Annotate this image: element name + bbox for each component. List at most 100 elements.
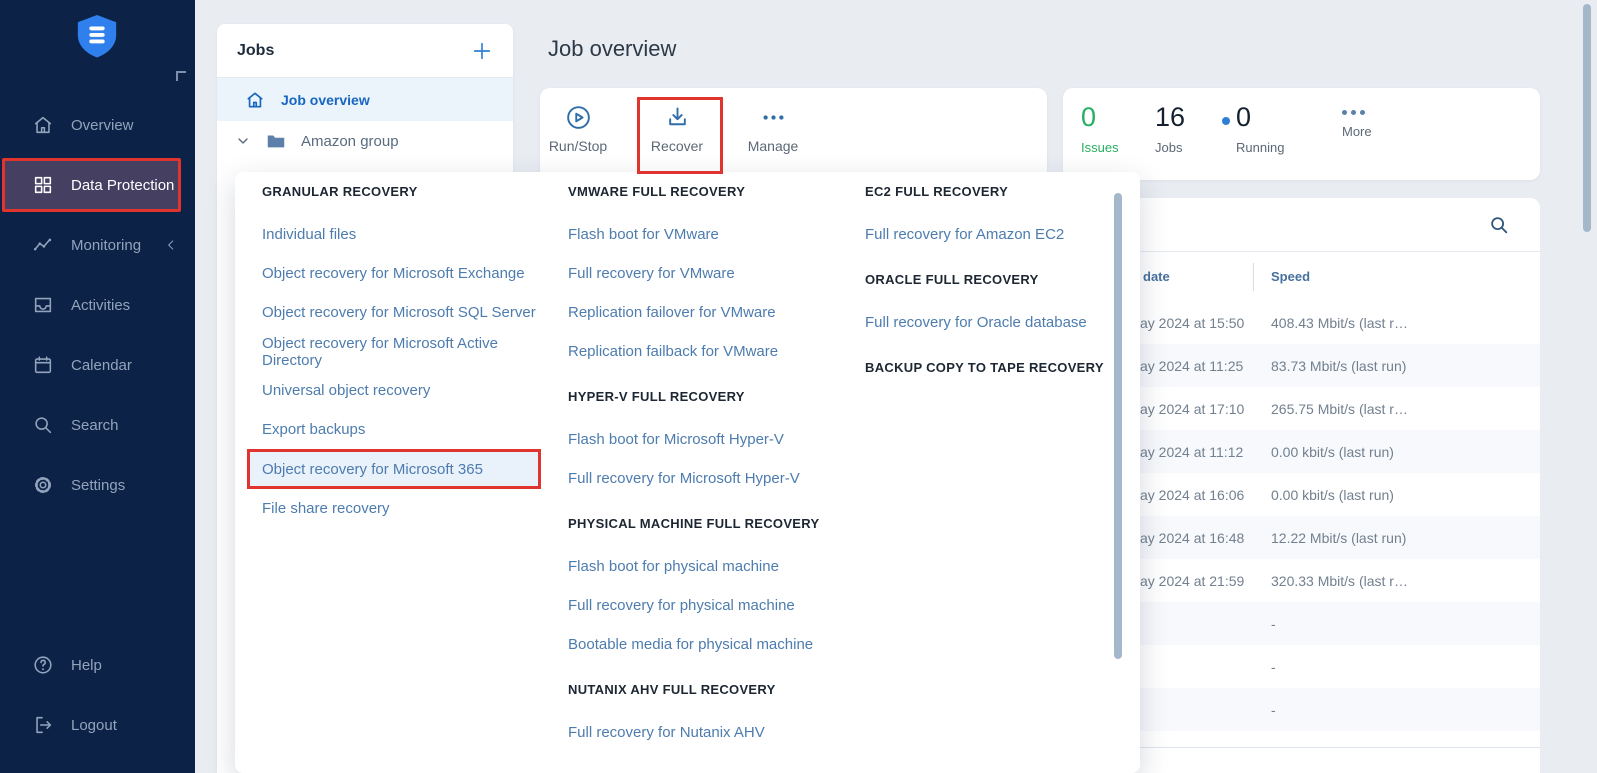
settings-icon (32, 474, 54, 496)
column-header-date[interactable]: date (1143, 269, 1170, 284)
jobs-item-job-overview[interactable]: Job overview (217, 78, 513, 121)
download-icon (664, 104, 691, 131)
collapse-handle-icon[interactable] (176, 71, 186, 81)
recover-menu-column-1: GRANULAR RECOVERY Individual files Object … (247, 172, 562, 528)
sidebar-item-label: Logout (71, 716, 117, 734)
ellipsis-icon (760, 104, 787, 131)
sidebar-item-logout[interactable]: Logout (0, 695, 195, 755)
sidebar-item-search[interactable]: Search (0, 395, 195, 455)
run-stop-button[interactable]: Run/Stop (540, 104, 616, 154)
menu-item-full-recovery-for-microsoft-hyper-v[interactable]: Full recovery for Microsoft Hyper-V (568, 470, 800, 487)
menu-item-full-recovery-for-amazon-ec2[interactable]: Full recovery for Amazon EC2 (865, 226, 1065, 243)
jobs-label: Jobs (1155, 140, 1183, 155)
logout-icon (32, 714, 54, 736)
cell-date: ay 2024 at 15:50 (1140, 314, 1245, 331)
house-icon (245, 90, 265, 110)
recover-menu-column-3: EC2 FULL RECOVERY Full recovery for Amazo… (865, 172, 1125, 391)
ellipsis-icon (1342, 110, 1365, 115)
cell-speed: 265.75 Mbit/s (last r… (1271, 400, 1408, 417)
table-row[interactable]: ay 2024 at 17:10 265.75 Mbit/s (last r… (1063, 387, 1540, 430)
sidebar-item-overview[interactable]: Overview (0, 95, 195, 155)
cell-speed: 320.33 Mbit/s (last r… (1271, 572, 1408, 589)
table-search-bar (1063, 198, 1540, 252)
recover-button[interactable]: Recover (639, 104, 715, 154)
stat-jobs[interactable]: 16 Jobs (1155, 102, 1185, 155)
play-circle-icon (565, 104, 592, 131)
table-row[interactable]: - (1063, 602, 1540, 645)
menu-item-bootable-media-for-physical-machine[interactable]: Bootable media for physical machine (568, 636, 814, 653)
jobs-item-amazon-group[interactable]: Amazon group (217, 121, 513, 161)
menu-item-individual-files[interactable]: Individual files (262, 226, 357, 243)
sidebar-item-monitoring[interactable]: Monitoring (0, 215, 195, 275)
sidebar-item-data-protection[interactable]: Data Protection (2, 158, 181, 212)
table-row[interactable]: ay 2024 at 11:25 83.73 Mbit/s (last run) (1063, 344, 1540, 387)
page-scrollbar[interactable] (1583, 4, 1591, 232)
sidebar-item-settings[interactable]: Settings (0, 455, 195, 515)
menu-item-full-recovery-for-nutanix-ahv[interactable]: Full recovery for Nutanix AHV (568, 724, 765, 741)
menu-item-object-recovery-for-microsoft-sql-server[interactable]: Object recovery for Microsoft SQL Server (262, 304, 536, 321)
chevron-left-icon[interactable] (164, 238, 178, 252)
column-divider[interactable] (1253, 263, 1254, 291)
stat-running[interactable]: 0 Running (1236, 102, 1284, 155)
menu-item-export-backups[interactable]: Export backups (262, 421, 366, 438)
toolbar-button-label: Run/Stop (548, 138, 608, 154)
chevron-down-icon[interactable] (235, 133, 251, 149)
recover-menu-column-2: VMWARE FULL RECOVERY Flash boot for VMwar… (568, 172, 858, 752)
search-icon[interactable] (1488, 214, 1510, 236)
shield-logo-icon (74, 13, 120, 63)
jobs-table-card: date Speed ay 2024 at 15:50 408.43 Mbit/s… (1063, 198, 1540, 773)
add-job-button[interactable] (471, 40, 493, 62)
table-row[interactable]: ay 2024 at 16:06 0.00 kbit/s (last run) (1063, 473, 1540, 516)
menu-item-replication-failback-for-vmware[interactable]: Replication failback for VMware (568, 343, 779, 360)
sidebar-item-label: Calendar (71, 356, 132, 374)
menu-item-flash-boot-for-microsoft-hyper-v[interactable]: Flash boot for Microsoft Hyper-V (568, 431, 784, 448)
menu-item-full-recovery-for-physical-machine[interactable]: Full recovery for physical machine (568, 597, 795, 614)
dropdown-scrollbar[interactable] (1114, 193, 1122, 659)
manage-button[interactable]: Manage (735, 104, 811, 154)
sidebar-item-label: Data Protection (71, 176, 175, 194)
menu-item-universal-object-recovery[interactable]: Universal object recovery (262, 382, 431, 399)
sidebar-item-help[interactable]: Help (0, 635, 195, 695)
monitoring-icon (32, 234, 54, 256)
menu-item-replication-failover-for-vmware[interactable]: Replication failover for VMware (568, 304, 776, 321)
issues-label: Issues (1081, 140, 1119, 155)
menu-section-title-oracle-full-recovery: ORACLE FULL RECOVERY (865, 272, 1039, 287)
cell-speed: - (1271, 701, 1276, 718)
table-row[interactable]: ay 2024 at 21:59 320.33 Mbit/s (last r… (1063, 559, 1540, 602)
stat-issues[interactable]: 0 Issues (1081, 102, 1119, 155)
search-icon (32, 414, 54, 436)
stats-more-button[interactable]: More (1342, 102, 1372, 139)
menu-item-full-recovery-for-vmware[interactable]: Full recovery for VMware (568, 265, 735, 282)
table-row[interactable]: - (1063, 645, 1540, 688)
menu-item-file-share-recovery[interactable]: File share recovery (262, 500, 390, 517)
help-icon (32, 654, 54, 676)
menu-item-full-recovery-for-oracle-database[interactable]: Full recovery for Oracle database (865, 314, 1087, 331)
jobs-value: 16 (1155, 102, 1186, 132)
cell-speed: 0.00 kbit/s (last run) (1271, 486, 1394, 503)
more-label: More (1342, 124, 1372, 139)
table-body: ay 2024 at 15:50 408.43 Mbit/s (last r… ay… (1063, 301, 1540, 731)
home-icon (32, 114, 54, 136)
menu-item-object-recovery-for-microsoft-365[interactable]: Object recovery for Microsoft 365 (247, 449, 541, 489)
sidebar-item-calendar[interactable]: Calendar (0, 335, 195, 395)
table-row[interactable]: - (1063, 688, 1540, 731)
table-row[interactable]: ay 2024 at 15:50 408.43 Mbit/s (last r… (1063, 301, 1540, 344)
column-header-speed[interactable]: Speed (1271, 269, 1311, 284)
issues-value: 0 (1081, 102, 1097, 132)
sidebar-footer-nav: Help Logout (0, 635, 195, 755)
menu-item-flash-boot-for-vmware[interactable]: Flash boot for VMware (568, 226, 719, 243)
table-header-row: date Speed (1063, 251, 1540, 301)
table-row[interactable]: ay 2024 at 11:12 0.00 kbit/s (last run) (1063, 430, 1540, 473)
menu-item-object-recovery-for-microsoft-active-directory[interactable]: Object recovery for Microsoft Active Dir… (262, 334, 498, 369)
job-toolbar: Run/Stop Recover Manage (540, 88, 1047, 180)
jobs-item-label: Amazon group (301, 132, 399, 150)
cell-speed: 408.43 Mbit/s (last r… (1271, 314, 1408, 331)
activities-icon (32, 294, 54, 316)
sidebar-item-activities[interactable]: Activities (0, 275, 195, 335)
sidebar-nav: Overview Data Protection Monitoring Activit… (0, 95, 195, 515)
menu-item-flash-boot-for-physical-machine[interactable]: Flash boot for physical machine (568, 558, 779, 575)
cell-speed: - (1271, 658, 1276, 675)
menu-item-object-recovery-for-microsoft-exchange[interactable]: Object recovery for Microsoft Exchange (262, 265, 525, 282)
table-row[interactable]: ay 2024 at 16:48 12.22 Mbit/s (last run) (1063, 516, 1540, 559)
